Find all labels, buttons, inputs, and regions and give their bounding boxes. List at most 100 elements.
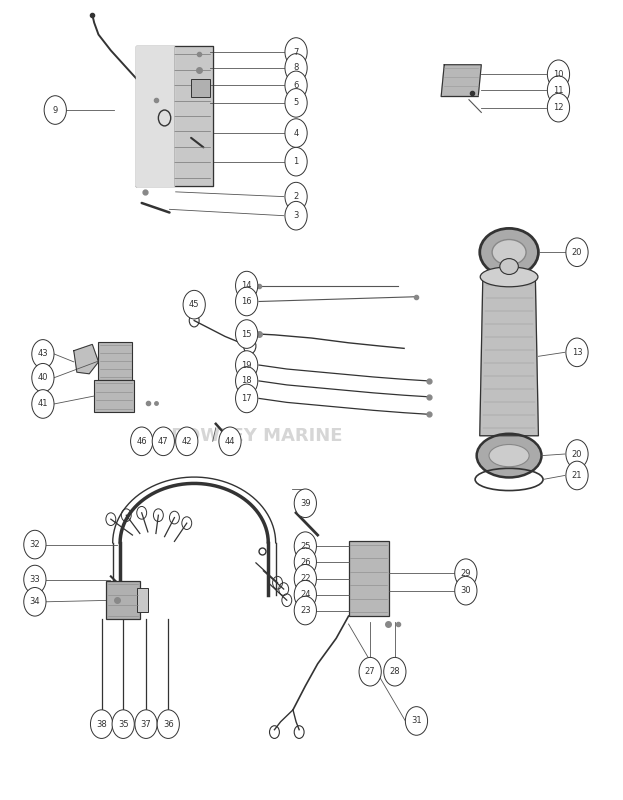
Circle shape [90,710,113,738]
Circle shape [285,89,307,117]
Text: 29: 29 [460,569,471,578]
Circle shape [44,96,67,124]
Circle shape [24,587,46,616]
Circle shape [406,706,427,735]
Circle shape [235,287,258,316]
Circle shape [359,658,381,686]
Circle shape [566,461,588,490]
Text: 15: 15 [242,330,252,338]
Text: 20: 20 [572,248,583,257]
Circle shape [135,710,157,738]
Text: 21: 21 [572,471,583,480]
Circle shape [112,710,135,738]
Circle shape [24,566,46,594]
Text: 43: 43 [37,350,48,358]
Circle shape [235,271,258,300]
Circle shape [32,340,54,368]
Text: 17: 17 [241,394,252,403]
Circle shape [294,532,316,561]
Text: 36: 36 [163,720,174,729]
Ellipse shape [480,228,538,276]
Text: 42: 42 [181,437,192,446]
Text: 16: 16 [241,297,252,306]
Bar [106,581,140,619]
Ellipse shape [500,258,518,274]
Text: 4: 4 [293,129,298,138]
Circle shape [384,658,406,686]
Bar [138,588,148,612]
Circle shape [157,710,179,738]
Text: 7: 7 [293,47,299,57]
Text: 25: 25 [300,542,311,550]
Circle shape [235,350,258,379]
Circle shape [285,182,307,211]
Circle shape [548,94,569,122]
Circle shape [294,580,316,609]
Text: 37: 37 [141,720,151,729]
Polygon shape [441,65,482,97]
Text: 20: 20 [572,450,583,458]
Text: 39: 39 [300,498,311,508]
Ellipse shape [480,267,538,286]
Text: 35: 35 [118,720,128,729]
Text: 31: 31 [411,717,422,726]
Circle shape [235,384,258,413]
Circle shape [294,565,316,593]
Text: 30: 30 [460,586,471,595]
Text: CROWLEY MARINE: CROWLEY MARINE [158,426,342,445]
Text: 26: 26 [300,558,311,566]
Circle shape [152,427,174,456]
Circle shape [455,559,477,587]
Circle shape [285,38,307,66]
Text: 8: 8 [293,63,299,73]
Circle shape [294,596,316,625]
Circle shape [32,390,54,418]
Circle shape [566,440,588,468]
Text: 28: 28 [389,667,400,676]
Text: 10: 10 [553,70,564,78]
Text: 27: 27 [365,667,376,676]
Text: 6: 6 [293,81,299,90]
Circle shape [183,290,206,319]
Circle shape [219,427,241,456]
Text: 44: 44 [225,437,235,446]
Circle shape [285,118,307,147]
Text: 3: 3 [293,211,299,220]
Text: 34: 34 [29,598,40,606]
Circle shape [24,530,46,559]
Text: 13: 13 [572,348,583,357]
Circle shape [235,366,258,395]
Text: 9: 9 [52,106,58,114]
Circle shape [294,489,316,518]
Circle shape [285,202,307,230]
Circle shape [176,427,198,456]
Text: 14: 14 [242,281,252,290]
Circle shape [285,147,307,176]
Text: 5: 5 [293,98,298,107]
Circle shape [235,320,258,348]
Text: 41: 41 [37,399,48,409]
Text: 47: 47 [158,437,169,446]
Text: 18: 18 [241,377,252,386]
Bar [94,380,135,412]
Text: 46: 46 [136,437,147,446]
Circle shape [294,548,316,576]
Bar [98,342,133,380]
Text: 40: 40 [37,374,48,382]
Circle shape [455,576,477,605]
Bar [348,541,389,616]
Text: 45: 45 [189,300,199,309]
Text: 22: 22 [300,574,311,583]
Circle shape [566,338,588,366]
Polygon shape [136,46,174,186]
Ellipse shape [489,445,529,466]
Circle shape [548,76,569,105]
Circle shape [285,71,307,100]
Ellipse shape [492,239,526,265]
Text: 19: 19 [242,361,252,370]
Text: 38: 38 [96,720,107,729]
Circle shape [32,363,54,392]
Text: 24: 24 [300,590,311,599]
Text: 2: 2 [293,192,298,201]
Circle shape [566,238,588,266]
